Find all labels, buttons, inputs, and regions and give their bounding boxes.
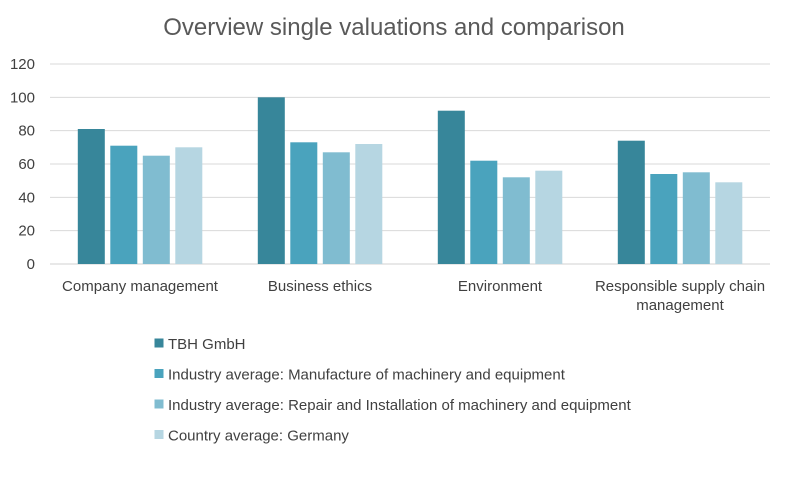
bar-1-1[interactable] <box>77 129 105 264</box>
legend-swatch-4[interactable] <box>154 430 164 439</box>
x-category-label: Business ethics <box>268 278 372 295</box>
axes: 0 20 40 60 80 100 120 <box>10 56 770 273</box>
legend-swatch-1[interactable] <box>154 338 164 348</box>
y-tick-label: 120 <box>10 56 35 73</box>
x-category-label-line: Business ethics <box>268 278 372 295</box>
bar-3-1[interactable] <box>142 155 170 264</box>
x-category-label-line: Environment <box>458 278 543 295</box>
bar-3-3[interactable] <box>502 177 530 264</box>
bar-4-2[interactable] <box>355 144 383 264</box>
bar-2-4[interactable] <box>650 174 678 264</box>
bar-2-2[interactable] <box>290 142 318 264</box>
bar-1-4[interactable] <box>617 140 645 264</box>
y-tick-label: 40 <box>18 189 35 206</box>
y-tick-label: 60 <box>18 156 35 173</box>
bars <box>77 97 743 264</box>
bar-1-3[interactable] <box>437 110 465 264</box>
legend[interactable]: TBH GmbH Industry average: Manufacture of… <box>154 336 632 445</box>
bar-4-4[interactable] <box>715 182 743 264</box>
bar-3-4[interactable] <box>682 172 710 264</box>
bar-1-2[interactable] <box>257 97 285 264</box>
chart-title: Overview single valuations and compariso… <box>163 14 625 41</box>
bar-4-3[interactable] <box>535 170 563 264</box>
legend-label-2[interactable]: Industry average: Manufacture of machine… <box>168 367 566 384</box>
y-tick-label: 80 <box>18 123 35 140</box>
x-category-label-line: Company management <box>62 278 219 295</box>
x-category-label: Company management <box>62 278 219 295</box>
legend-label-1[interactable]: TBH GmbH <box>168 336 246 353</box>
bar-2-1[interactable] <box>110 145 138 264</box>
gridlines <box>50 63 770 232</box>
bar-2-3[interactable] <box>470 160 498 264</box>
legend-label-4[interactable]: Country average: Germany <box>168 428 349 445</box>
legend-swatch-2[interactable] <box>154 369 164 378</box>
legend-swatch-3[interactable] <box>154 399 164 409</box>
y-tick-label: 20 <box>18 223 35 240</box>
x-category-label-line: management <box>636 297 724 314</box>
x-category-label: Environment <box>458 278 543 295</box>
x-category-label: Responsible supply chain management <box>595 278 765 314</box>
bar-3-2[interactable] <box>322 152 350 264</box>
bar-4-1[interactable] <box>175 147 203 264</box>
legend-label-3[interactable]: Industry average: Repair and Installatio… <box>168 397 632 414</box>
y-tick-label: 0 <box>27 256 35 273</box>
x-category-label-line: Responsible supply chain <box>595 278 765 295</box>
category-labels: Company management Business ethics Environ… <box>62 278 765 314</box>
y-tick-label: 100 <box>10 89 35 106</box>
